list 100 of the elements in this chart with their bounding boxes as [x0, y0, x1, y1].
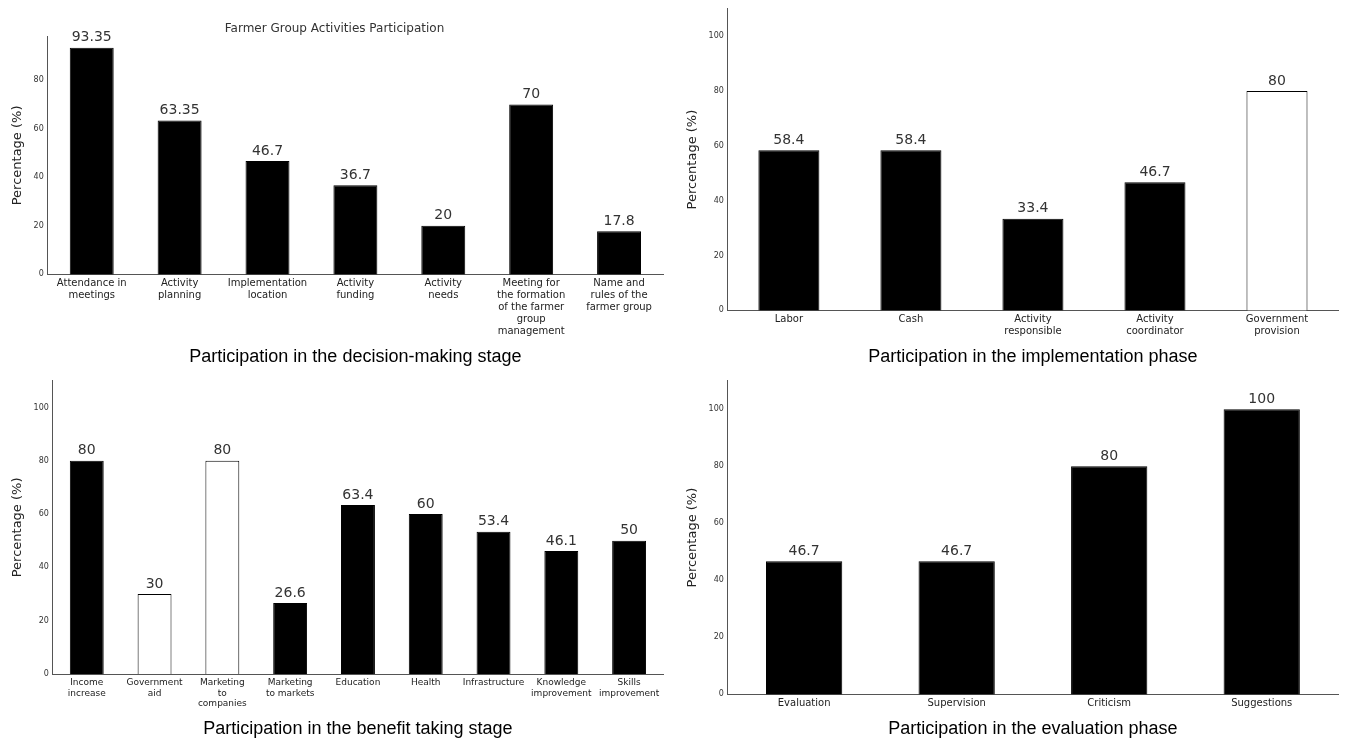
x-tick-label: Health	[410, 676, 441, 687]
data-label: 26.6	[274, 583, 306, 600]
x-tick-label: Criticism	[1087, 696, 1132, 708]
y-tick-label: 100	[33, 402, 49, 412]
y-axis-title: Percentage (%)	[684, 487, 700, 588]
y-tick-label: 80	[713, 461, 724, 471]
data-label: 80	[1100, 446, 1119, 463]
bar	[612, 540, 647, 674]
x-tick-label: Cash	[898, 312, 924, 324]
bar	[69, 47, 114, 275]
data-label: 46.1	[545, 531, 577, 548]
x-tick-label: Marketing to companies	[197, 676, 248, 709]
y-tick-label: 0	[43, 669, 49, 679]
y-tick-label: 80	[38, 455, 49, 465]
bar	[69, 460, 104, 674]
data-label: 60	[416, 494, 435, 511]
data-label: 46.7	[941, 541, 973, 558]
data-label: 63.4	[342, 485, 374, 502]
y-tick-label: 80	[713, 86, 724, 96]
bar	[544, 551, 579, 674]
bar	[766, 561, 843, 695]
bar	[509, 104, 554, 275]
data-label: 30	[145, 574, 164, 591]
y-tick-label: 60	[713, 518, 724, 528]
y-tick-label: 20	[38, 615, 49, 625]
data-label: 70	[522, 85, 541, 102]
y-tick-label: 60	[33, 123, 44, 133]
x-tick-label: Knowledge improvement	[531, 676, 592, 698]
data-label: 80	[1268, 71, 1286, 88]
x-tick-label: Evaluation	[777, 696, 831, 708]
y-tick-label: 100	[708, 31, 724, 41]
bar	[157, 120, 202, 275]
x-tick-label: Activity coordinator	[1126, 312, 1185, 336]
y-tick-label: 40	[713, 575, 724, 585]
y-tick-label: 20	[713, 250, 724, 260]
x-tick-label: Activity needs	[424, 276, 463, 300]
y-tick-label: 60	[38, 509, 49, 519]
bar	[476, 531, 511, 674]
y-tick-label: 40	[33, 172, 44, 182]
bar	[245, 160, 290, 275]
data-label: 20	[434, 206, 453, 223]
data-label: 53.4	[477, 512, 510, 529]
x-tick-label: Activity funding	[336, 276, 375, 300]
y-tick-label: 0	[718, 305, 724, 315]
x-tick-label: Marketing to markets	[265, 676, 315, 698]
y-tick-label: 60	[713, 140, 724, 150]
y-tick-label: 80	[33, 75, 44, 85]
bar	[1071, 466, 1148, 695]
bar	[1124, 182, 1186, 311]
data-label: 63.35	[159, 101, 200, 118]
bar	[880, 150, 942, 311]
bar	[597, 231, 642, 275]
y-tick-label: 40	[38, 562, 49, 572]
bar	[273, 603, 308, 674]
data-label: 50	[620, 521, 639, 538]
data-label: 17.8	[603, 211, 635, 228]
x-tick-label: Infrastructure	[462, 676, 525, 687]
bar	[758, 150, 820, 311]
x-tick-label: Name and rules of the farmer group	[586, 276, 652, 312]
chart-title: Farmer Group Activities Participation	[224, 21, 445, 36]
data-label: 33.4	[1017, 199, 1049, 216]
x-tick-label: Attendance in meetings	[56, 276, 127, 300]
y-tick-label: 40	[713, 195, 724, 205]
data-label: 93.35	[71, 28, 112, 45]
y-axis-title: Percentage (%)	[9, 477, 25, 578]
bar	[333, 185, 378, 275]
data-label: 36.7	[339, 165, 371, 182]
bar	[421, 225, 466, 275]
x-tick-label: Labor	[774, 312, 804, 324]
data-label: 46.7	[1139, 163, 1171, 179]
bar	[1002, 218, 1064, 311]
x-tick-label: Skills improvement	[598, 676, 660, 698]
x-axis-title: Participation in the evaluation phase	[888, 718, 1178, 739]
data-label: 100	[1248, 389, 1276, 406]
y-tick-label: 0	[718, 689, 724, 699]
x-tick-label: Government provision	[1245, 312, 1309, 336]
x-tick-label: Supervision	[927, 696, 986, 708]
x-tick-label: Education	[335, 676, 381, 687]
x-tick-label: Suggestions	[1231, 696, 1293, 708]
data-label: 58.4	[773, 130, 805, 147]
y-axis-title: Percentage (%)	[684, 109, 700, 210]
x-tick-label: Income increase	[67, 676, 107, 698]
x-tick-label: Meeting for the formation of the farmer group management	[497, 276, 566, 336]
bar	[918, 561, 995, 695]
x-axis-title: Participation in the implementation phase	[868, 346, 1198, 367]
data-label: 80	[213, 441, 232, 458]
y-axis-title: Percentage (%)	[9, 105, 25, 206]
data-label: 58.4	[895, 130, 927, 147]
data-label: 80	[77, 441, 96, 458]
y-tick-label: 0	[38, 269, 44, 279]
y-tick-label: 20	[33, 220, 44, 230]
y-tick-label: 100	[708, 404, 724, 414]
data-label: 46.7	[788, 541, 820, 558]
x-tick-label: Government aid	[126, 676, 184, 698]
x-tick-label: Activity planning	[157, 276, 202, 300]
bar	[340, 505, 375, 674]
x-tick-label: Activity responsible	[1004, 312, 1062, 336]
x-tick-label: Implementation location	[227, 276, 308, 300]
x-axis-title: Participation in the decision-making stage	[189, 346, 522, 367]
x-axis-title: Participation in the benefit taking stage	[203, 718, 513, 739]
